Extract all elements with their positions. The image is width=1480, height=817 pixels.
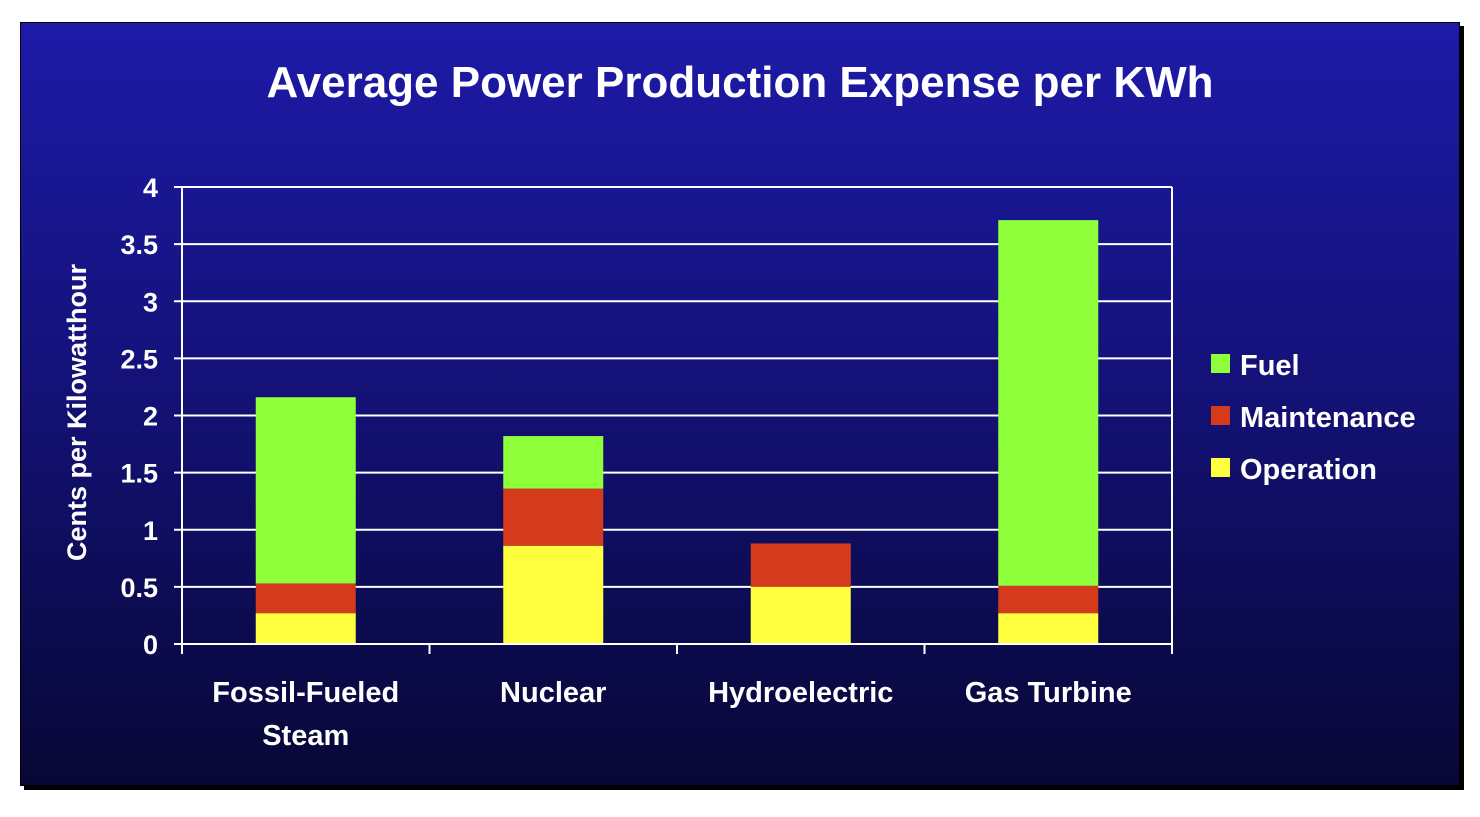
x-tick-label: Fossil-Fueled: [212, 677, 399, 709]
bars: [255, 220, 1099, 644]
y-tick-label: 0.5: [120, 573, 158, 603]
x-tick-label: Nuclear: [500, 677, 606, 709]
legend-swatch-maintenance: [1211, 406, 1230, 425]
legend-label-fuel: Fuel: [1240, 350, 1300, 382]
bar-fuel-1: [503, 436, 604, 489]
bar-maintenance-0: [255, 583, 356, 614]
y-axis-label: Cents per Kilowatthour: [62, 264, 92, 562]
bar-operation-1: [503, 545, 604, 644]
bar-operation-2: [750, 586, 851, 644]
bar-maintenance-2: [750, 543, 851, 587]
y-tick-label: 3: [143, 287, 158, 317]
x-tick-label: Steam: [262, 720, 349, 752]
legend-label-operation: Operation: [1240, 454, 1377, 486]
x-tick-label: Gas Turbine: [965, 677, 1132, 709]
legend-swatch-fuel: [1211, 354, 1230, 373]
bar-maintenance-1: [503, 488, 604, 546]
legend-label-maintenance: Maintenance: [1240, 402, 1416, 434]
bar-fuel-3: [998, 220, 1099, 586]
bar-operation-3: [998, 613, 1099, 644]
legend: Fuel Maintenance Operation: [1211, 350, 1416, 486]
y-tick-label: 4: [143, 173, 158, 203]
legend-swatch-operation: [1211, 458, 1230, 477]
bar-operation-0: [255, 613, 356, 644]
y-tick-label: 2: [143, 402, 158, 432]
y-tick-label: 1.5: [120, 459, 158, 489]
y-tick-label: 1: [143, 516, 158, 546]
x-tick-label: Hydroelectric: [708, 677, 893, 709]
y-tick-label: 0: [143, 630, 158, 660]
axes: 0 0.5 1 1.5 2 2.5 3 3.5 4 Fossil-Fueled Steam Nucle…: [62, 173, 1173, 752]
bar-maintenance-3: [998, 585, 1099, 614]
chart-title: Average Power Production Expense per KWh: [266, 58, 1214, 107]
bar-fuel-0: [255, 397, 356, 584]
y-tick-label: 2.5: [120, 344, 158, 374]
y-tick-label: 3.5: [120, 230, 158, 260]
